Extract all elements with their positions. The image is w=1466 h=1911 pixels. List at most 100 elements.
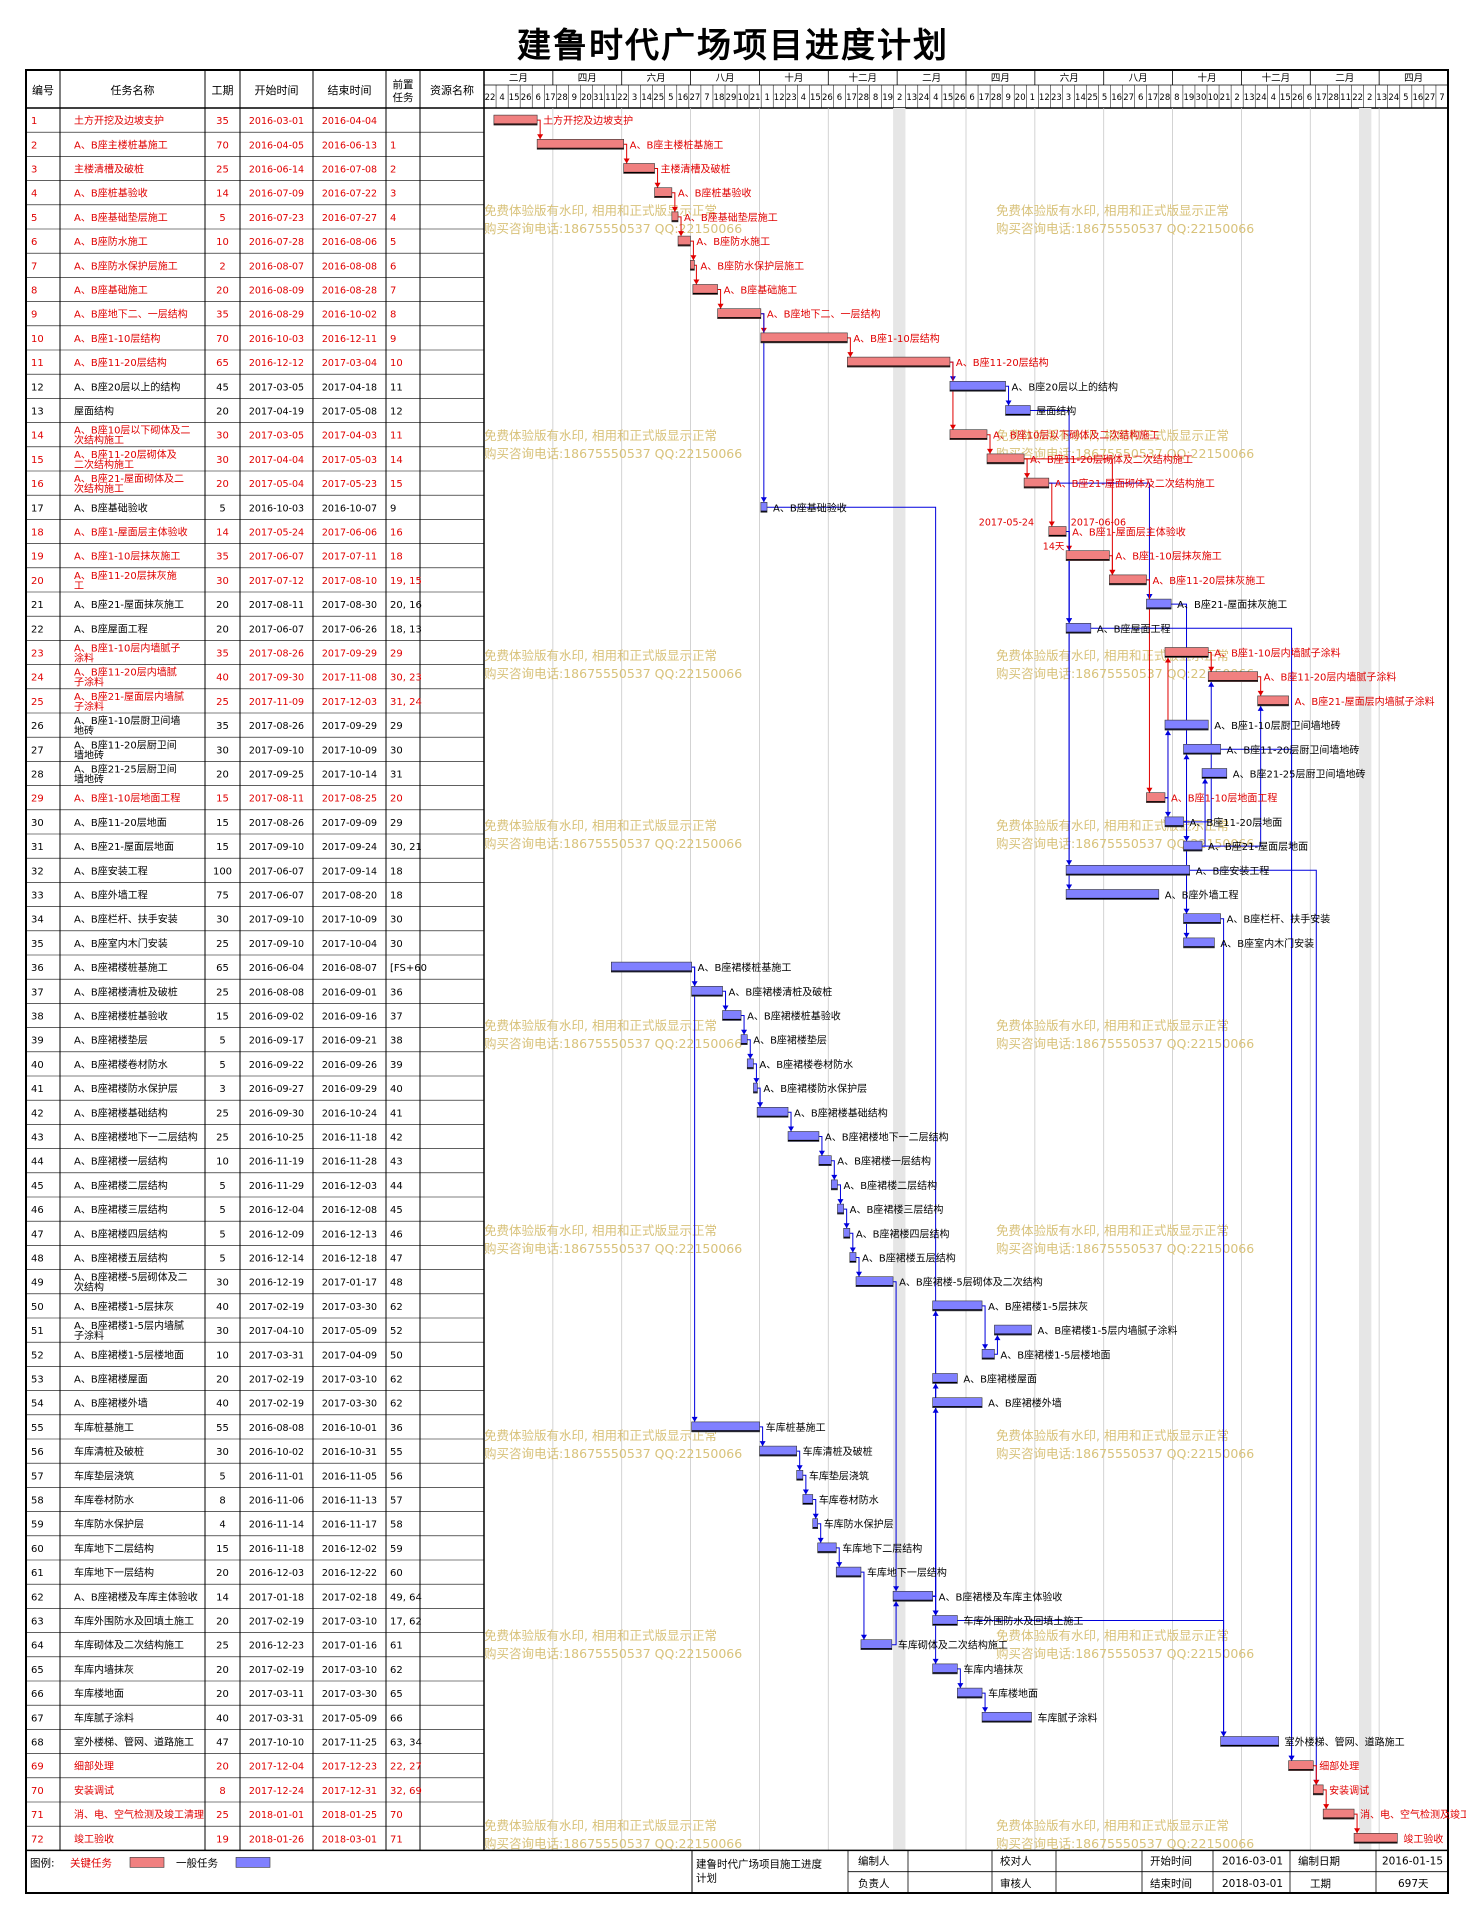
task-duration: 35: [216, 552, 229, 563]
task-duration: 30: [216, 431, 229, 442]
gantt-bar-label: A、B座裙楼1-5层内墙腻子涂料: [1038, 1324, 1178, 1337]
gantt-bar: [932, 1300, 983, 1312]
dependency-link: [690, 240, 694, 261]
task-id: 24: [31, 673, 44, 684]
task-id: 65: [31, 1665, 44, 1676]
dependency-arrow: [760, 497, 767, 503]
task-start: 2017-03-31: [249, 1350, 304, 1361]
task-start: 2017-09-10: [249, 745, 304, 756]
task-duration: 35: [216, 310, 229, 321]
task-duration: 10: [216, 237, 229, 248]
task-name: A、B座裙楼-5层砌体及二: [74, 1271, 188, 1284]
day-label: 5: [668, 93, 673, 103]
task-id: 52: [31, 1350, 44, 1361]
task-end: 2017-12-03: [322, 697, 377, 708]
day-label: 16: [1111, 93, 1122, 103]
month-label: 十二月: [1262, 72, 1291, 84]
task-pred: 8: [390, 310, 396, 321]
legend-normal-swatch: [235, 1857, 271, 1868]
task-name: A、B座1-屋面层主体验收: [74, 526, 188, 539]
task-id: 39: [31, 1036, 44, 1047]
task-end: 2017-12-31: [322, 1786, 377, 1797]
task-duration: 40: [216, 1713, 229, 1724]
task-duration: 30: [216, 576, 229, 587]
watermark-line: 免费体验版有水印, 相用和正式版显示正常: [484, 648, 717, 663]
task-end: 2016-08-28: [322, 286, 377, 297]
watermark-line: 购买咨询电话:18675550537 QQ:22150066: [996, 1646, 1254, 1661]
month-label: 八月: [715, 73, 734, 84]
dependency-link: [836, 1547, 840, 1568]
gantt-bar-label: A、B座裙楼外墙: [988, 1397, 1062, 1410]
task-start: 2017-01-18: [249, 1592, 304, 1603]
dependency-link: [1066, 531, 1070, 890]
task-id: 21: [31, 600, 44, 611]
gantt-bar-label: A、B座1-屋面层主体验收: [1072, 526, 1186, 539]
task-start: 2016-07-28: [249, 237, 304, 248]
task-duration: 15: [216, 818, 229, 829]
task-id: 9: [31, 310, 37, 321]
task-start: 2017-10-10: [249, 1738, 304, 1749]
month-label: 十二月: [848, 72, 877, 84]
task-name: A、B座室内木门安装: [74, 937, 168, 950]
footer-date-value: 2016-01-15: [1382, 1855, 1443, 1867]
gantt-bar: [760, 332, 848, 344]
task-name: A、B座1-10层结构: [74, 332, 160, 345]
task-end: 2016-04-04: [322, 116, 377, 127]
task-id: 11: [31, 358, 44, 369]
task-name: 车库桩基施工: [74, 1421, 134, 1434]
task-id: 6: [31, 237, 37, 248]
task-start: 2017-03-05: [249, 382, 304, 393]
watermark-line: 免费体验版有水印, 相用和正式版显示正常: [996, 203, 1229, 218]
task-pred: 18: [390, 866, 403, 877]
task-duration: 20: [216, 1568, 229, 1579]
day-label: 4: [801, 93, 806, 103]
dependency-arrow: [994, 1335, 1001, 1341]
dependency-arrow: [757, 1102, 764, 1108]
dependency-link: [893, 1281, 897, 1592]
day-label: 1: [764, 93, 769, 103]
day-label: 15: [1280, 93, 1291, 103]
task-id: 59: [31, 1520, 44, 1531]
task-pred: 2: [390, 165, 396, 176]
gantt-bar-label: A、B座主楼桩基施工: [630, 138, 724, 151]
task-name: A、B座裙楼基础结构: [74, 1106, 168, 1119]
gantt-bar-label: A、B座21-屋面层地面: [1208, 840, 1308, 853]
task-pred: 12: [390, 407, 403, 418]
dependency-arrow: [537, 134, 544, 140]
task-pred: 29: [390, 721, 403, 732]
task-pred: 16: [390, 528, 403, 539]
task-duration: 70: [216, 140, 229, 151]
dependency-arrow: [796, 1465, 803, 1471]
gantt-bar: [1183, 743, 1221, 755]
gantt-bar-label: A、B座11-20层地面: [1190, 816, 1283, 829]
dependency-arrow: [671, 206, 678, 212]
task-duration: 15: [216, 1544, 229, 1555]
day-label: 18: [714, 93, 725, 103]
dependency-link: [831, 1160, 835, 1180]
dependency-link: [537, 119, 541, 140]
watermark-line: 购买咨询电话:18675550537 QQ:22150066: [996, 446, 1254, 461]
gantt-bar-label: A、B座裙楼一层结构: [837, 1155, 931, 1168]
task-start: 2016-09-27: [249, 1084, 304, 1095]
task-pred: 62: [390, 1375, 403, 1386]
dependency-arrow: [949, 424, 956, 430]
gantt-bar: [817, 1542, 837, 1554]
gantt-bar: [994, 1324, 1032, 1336]
task-id: 20: [31, 576, 44, 587]
task-pred: 45: [390, 1205, 403, 1216]
task-duration: 14: [216, 1592, 229, 1603]
dependency-arrow: [1354, 1828, 1361, 1834]
dependency-arrow: [722, 1005, 729, 1011]
gantt-bar: [1146, 792, 1166, 804]
task-start: 2017-02-19: [249, 1302, 304, 1313]
footer-duration-value: 697天: [1398, 1878, 1429, 1890]
footer-manager-label: 负责人: [858, 1877, 890, 1890]
watermark-line: 购买咨询电话:18675550537 QQ:22150066: [996, 1446, 1254, 1461]
dependency-arrow: [678, 231, 685, 237]
task-id: 72: [31, 1834, 44, 1845]
task-end: 2017-09-09: [322, 818, 377, 829]
task-start: 2016-07-09: [249, 189, 304, 200]
task-pred: 17, 62: [390, 1617, 422, 1628]
